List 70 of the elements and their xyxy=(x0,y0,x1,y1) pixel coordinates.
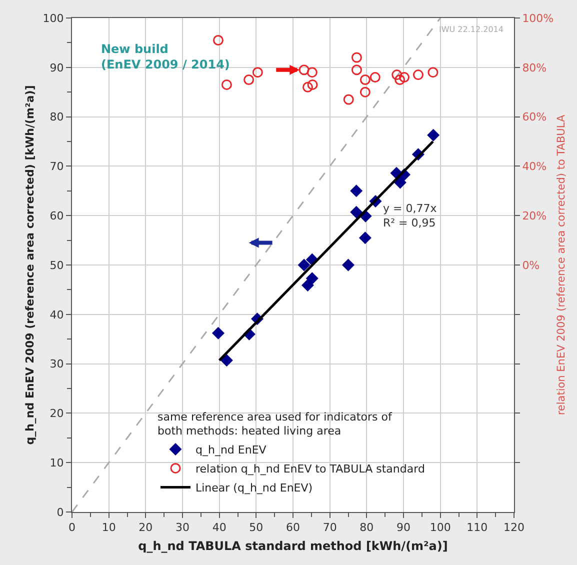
annotation: New build (EnEV 2009 / 2014) xyxy=(101,42,230,72)
point xyxy=(350,184,362,197)
point xyxy=(306,67,318,78)
point xyxy=(398,72,410,83)
point xyxy=(252,67,263,78)
y-tick-label: 40 xyxy=(50,308,64,322)
legend-title: same reference area used for indicators of both methods: heated living area xyxy=(158,410,393,438)
point xyxy=(392,70,402,80)
y2-tick-label: 100% xyxy=(522,12,554,25)
x-tick-label: 0 xyxy=(68,521,76,534)
point xyxy=(343,94,354,105)
point xyxy=(360,86,370,98)
point xyxy=(298,64,310,76)
y-tick-label: 30 xyxy=(50,358,64,371)
point xyxy=(302,279,314,292)
legend-label: Linear (q_h_nd EnEV) xyxy=(196,482,313,495)
x-tick-label: 120 xyxy=(504,521,524,534)
x-tick-label: 70 xyxy=(322,521,337,534)
point xyxy=(298,259,310,271)
point xyxy=(394,176,406,188)
y-tick-label: 60 xyxy=(50,209,64,222)
point xyxy=(370,72,380,83)
point xyxy=(221,79,232,90)
point xyxy=(302,82,313,92)
point xyxy=(220,354,233,366)
x-tick-label: 110 xyxy=(466,521,488,534)
y2-tick-label: 80% xyxy=(522,61,547,74)
x-tick-label: 10 xyxy=(102,521,116,534)
y-tick-label: 80 xyxy=(50,110,64,124)
point xyxy=(244,74,254,85)
y-tick-label: 0 xyxy=(56,506,64,519)
x-axis-title: q_h_nd TABULA standard method [kWh/(m²a)] xyxy=(138,539,448,554)
legend-label: q_h_nd EnEV xyxy=(196,444,267,457)
annotation: y = 0,77x R² = 0,95 xyxy=(383,202,438,230)
point xyxy=(359,232,372,244)
x-tick-label: 30 xyxy=(176,521,190,534)
y-tick-label: 10 xyxy=(50,456,64,470)
y-tick-label: 20 xyxy=(50,407,64,420)
y-axis-title: q_h_nd EnEV 2009 (reference area corrected) [kWh/(m²a)] xyxy=(23,85,36,445)
point xyxy=(351,64,362,76)
y-tick-label: 100 xyxy=(42,12,64,25)
legend-label: relation q_h_nd EnEV to TABULA standard xyxy=(196,462,425,476)
point xyxy=(351,52,362,63)
y-tick-label: 90 xyxy=(50,61,64,74)
annotation: IWU 22.12.2014 xyxy=(439,25,504,34)
point xyxy=(307,79,318,90)
point xyxy=(212,34,224,46)
point xyxy=(394,74,406,85)
x-tick-label: 50 xyxy=(249,521,264,534)
point xyxy=(306,272,318,284)
y2-tick-label: 0% xyxy=(522,258,540,272)
x-tick-label: 100 xyxy=(430,521,451,534)
y2-tick-label: 20% xyxy=(522,209,547,222)
y2-tick-label: 40% xyxy=(522,160,547,174)
point xyxy=(412,70,424,80)
point xyxy=(342,259,354,271)
point xyxy=(212,327,224,340)
point xyxy=(428,67,438,78)
point xyxy=(427,129,440,142)
y2-tick-label: 60% xyxy=(522,110,547,124)
y-tick-label: 50 xyxy=(50,258,64,272)
x-tick-label: 20 xyxy=(138,521,153,534)
x-tick-label: 40 xyxy=(212,521,226,534)
y-tick-label: 70 xyxy=(50,160,64,174)
x-tick-label: 60 xyxy=(286,521,300,534)
point xyxy=(360,74,370,85)
point xyxy=(350,206,362,218)
x-tick-label: 90 xyxy=(396,521,410,534)
x-tick-label: 80 xyxy=(360,521,374,534)
y2-axis-title: relation EnEV 2009 (reference area corrected) to TABULA xyxy=(556,114,568,416)
